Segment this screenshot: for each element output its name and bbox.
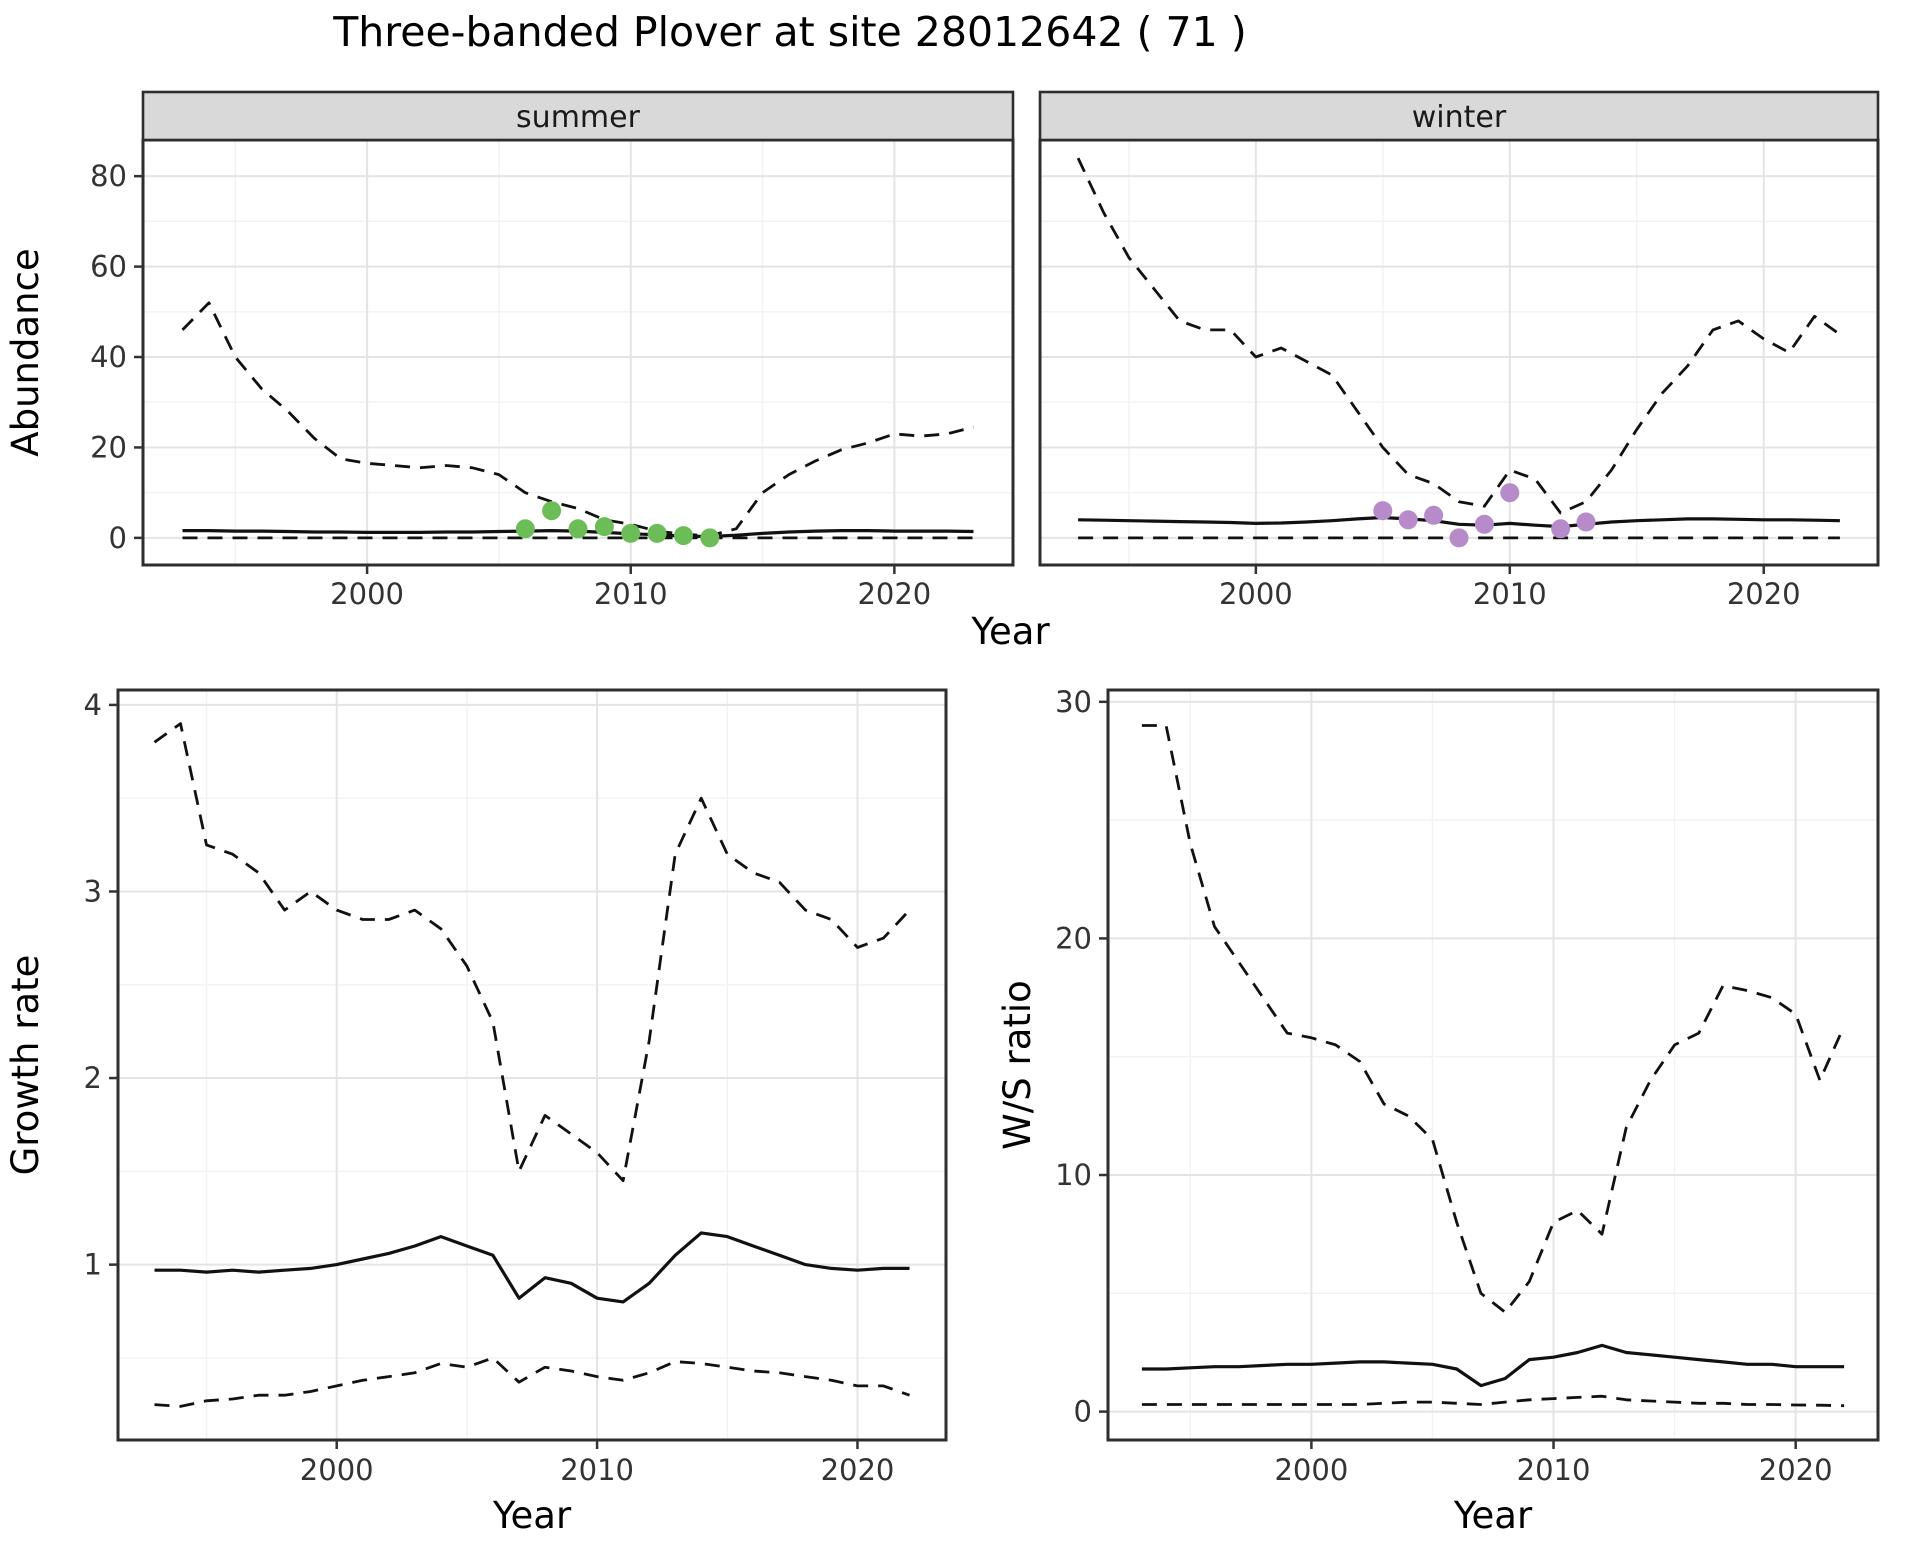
panel-winter-abundance: winter 2000 2010 2020 (1038, 90, 1880, 611)
x-tick-label: 2020 (857, 577, 931, 611)
winter-abundance-upper-ci-line (1076, 157, 1841, 515)
y-axis-title-abundance: Abundance (4, 248, 47, 456)
data-point (1474, 514, 1494, 534)
panel-background (118, 690, 946, 1440)
data-point (515, 519, 535, 539)
y-tick-label: 60 (90, 250, 127, 284)
data-point (621, 523, 641, 543)
data-point (542, 501, 562, 521)
x-tick-label: 2010 (1517, 1453, 1591, 1487)
x-tick-label: 2010 (1473, 577, 1547, 611)
panel-background (1108, 690, 1878, 1440)
y-tick-label: 80 (90, 159, 127, 193)
panel-border (1106, 688, 1880, 1442)
data-point (1551, 519, 1571, 539)
x-tick-label: 2010 (560, 1453, 634, 1487)
x-tick-label: 2000 (330, 577, 404, 611)
growth-rate-median-line (154, 1231, 910, 1304)
data-point (1373, 501, 1393, 521)
panel-border (116, 688, 948, 1442)
x-axis-title-year-top: Year (970, 610, 1050, 653)
axis-titles: Abundance Year Growth rate Year W/S ratio Yea… (4, 248, 1533, 1537)
panel-ws-ratio: 2000 2010 2020 0 10 20 30 (1055, 685, 1880, 1487)
y-tick-label: 3 (84, 874, 102, 908)
growth-rate-upper-ci-line (153, 722, 911, 1183)
x-tick-label: 2020 (1759, 1453, 1833, 1487)
winter-abundance-median-line (1078, 515, 1840, 529)
x-axis-title-year-bottom-right: Year (1453, 1494, 1533, 1537)
ws-ratio-lower-ci-line (1141, 1394, 1845, 1408)
x-tick-label: 2000 (1274, 1453, 1348, 1487)
y-axis-title-growth-rate: Growth rate (4, 955, 47, 1176)
y-tick-label: 4 (84, 688, 102, 722)
facet-strip-winter (1038, 90, 1880, 142)
data-point (568, 519, 588, 539)
x-tick-label: 2010 (594, 577, 668, 611)
y-tick-label: 20 (1055, 921, 1092, 955)
summer-abundance-upper-ci-line (181, 301, 974, 537)
data-point (594, 517, 614, 537)
data-point (1500, 483, 1520, 503)
panel-growth-rate: 2000 2010 2020 1 2 3 4 (84, 688, 948, 1487)
x-tick-label: 2000 (300, 1453, 374, 1487)
facet-strip-summer (141, 90, 1015, 142)
y-tick-label: 40 (90, 340, 127, 374)
summer-abundance-observed-counts (515, 501, 720, 548)
y-tick-label: 20 (90, 430, 127, 464)
x-tick-label: 2020 (1727, 577, 1801, 611)
data-point (1398, 510, 1418, 530)
data-point (700, 528, 720, 548)
y-tick-label: 1 (84, 1248, 102, 1282)
y-tick-label: 2 (84, 1061, 102, 1095)
growth-rate-lower-ci-line (154, 1356, 910, 1408)
y-axis-title-ws-ratio: W/S ratio (996, 980, 1039, 1150)
panel-background (143, 140, 1013, 565)
y-tick-label: 0 (1074, 1395, 1092, 1429)
x-axis-title-year-bottom-left: Year (492, 1494, 572, 1537)
data-point (674, 526, 693, 546)
data-point (647, 523, 667, 543)
facet-strip-label: summer (516, 100, 641, 135)
facet-strip-label: winter (1412, 100, 1507, 135)
ws-ratio-upper-ci-line (1141, 724, 1846, 1314)
data-point (1576, 512, 1596, 532)
panel-background (1040, 140, 1878, 565)
x-tick-label: 2000 (1219, 577, 1293, 611)
ws-ratio-median-line (1141, 1343, 1845, 1388)
y-tick-label: 30 (1055, 685, 1092, 719)
panel-summer-abundance: summer 2000 2010 2020 0 20 40 60 80 (90, 90, 1015, 611)
y-tick-label: 10 (1055, 1158, 1092, 1192)
data-point (1449, 528, 1469, 548)
chart-title: Three-banded Plover at site 28012642 ( 7… (333, 8, 1247, 56)
y-tick-label: 0 (109, 521, 127, 555)
winter-abundance-observed-counts (1373, 483, 1596, 548)
x-tick-label: 2020 (821, 1453, 895, 1487)
data-point (1424, 505, 1444, 525)
